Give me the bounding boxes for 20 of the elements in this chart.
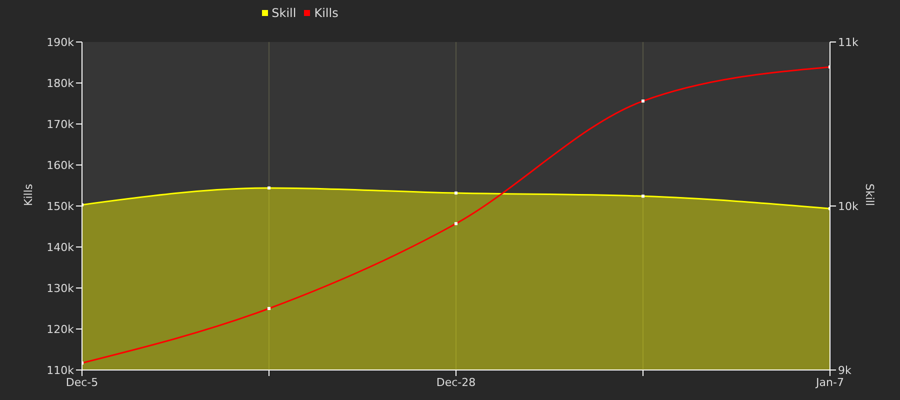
line-series <box>82 66 830 365</box>
x-tick-label: Dec-5 <box>66 376 98 389</box>
y2-tick-label: 11k <box>838 36 859 49</box>
y-tick-label: 190k <box>46 36 75 49</box>
y-tick-label: 110k <box>46 364 75 377</box>
y2-axis-title: Skill <box>863 183 876 206</box>
legend-label: Kills <box>314 6 338 20</box>
y-tick-label: 150k <box>46 200 75 213</box>
y-tick-label: 180k <box>46 76 75 90</box>
y-tick-label: 170k <box>46 118 75 131</box>
y2-tick-label: 9k <box>838 364 852 377</box>
y-tick-label: 160k <box>46 158 75 172</box>
legend-label: Skill <box>272 6 296 20</box>
y-tick-label: 140k <box>46 240 75 254</box>
x-tick-label: Jan-7 <box>815 376 844 389</box>
y-axis-title: Kills <box>22 184 35 206</box>
y-tick-label: 130k <box>46 282 75 295</box>
y-tick-label: 120k <box>46 322 75 336</box>
y2-tick-label: 10k <box>838 200 859 213</box>
x-tick-label: Dec-28 <box>436 376 476 389</box>
